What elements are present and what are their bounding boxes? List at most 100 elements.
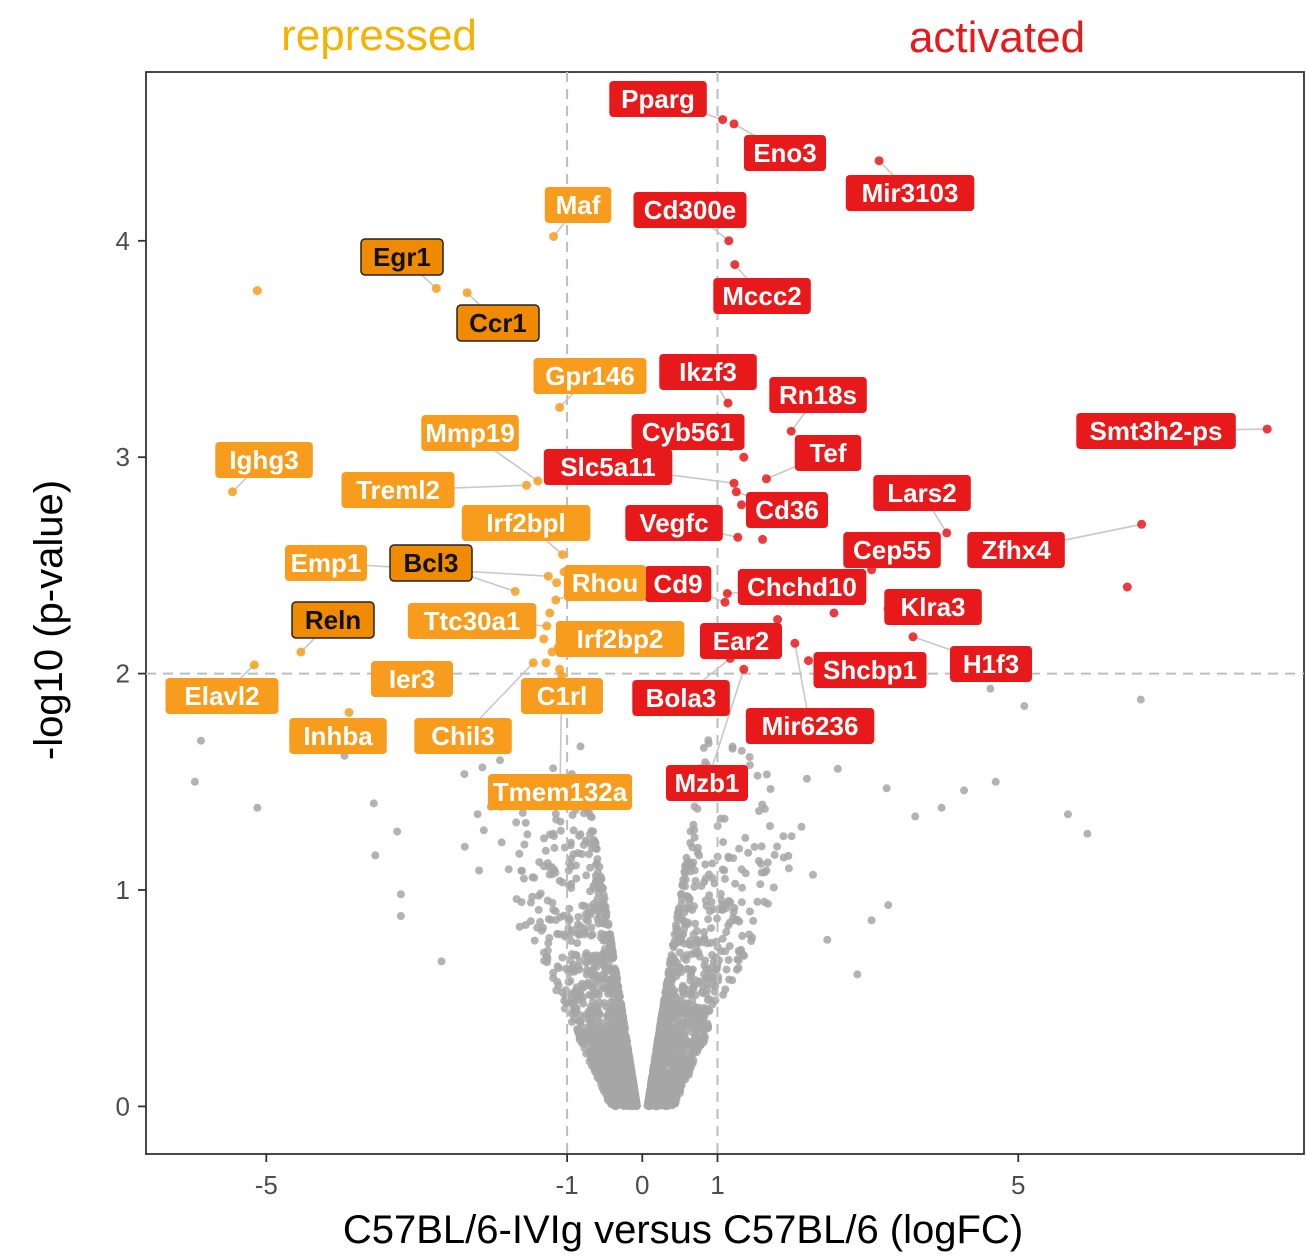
background-point	[600, 1024, 609, 1033]
background-point	[517, 866, 526, 875]
significant-point	[462, 288, 472, 298]
background-point	[608, 989, 617, 998]
background-point	[393, 827, 402, 836]
background-point	[833, 764, 842, 773]
background-point	[512, 818, 521, 827]
gene-label-ccr1: Ccr1	[456, 304, 540, 342]
gene-label-text: Ttc30a1	[424, 606, 521, 636]
background-point	[593, 1002, 602, 1011]
gene-label-box	[461, 505, 591, 541]
background-point	[669, 941, 678, 950]
gene-label-text: Rhou	[572, 568, 638, 598]
background-point	[558, 953, 567, 962]
background-point	[569, 850, 578, 859]
background-point	[369, 799, 378, 808]
background-point	[679, 988, 688, 997]
gene-label-box	[488, 774, 632, 810]
significant-point	[908, 632, 918, 642]
background-point	[693, 804, 702, 813]
background-point	[567, 936, 575, 945]
x-axis-title: C57BL/6-IVIg versus C57BL/6 (logFC)	[343, 1208, 1023, 1252]
background-point	[437, 957, 446, 966]
background-point	[585, 850, 593, 859]
gene-label-box	[421, 415, 519, 451]
significant-point	[758, 534, 768, 544]
background-point	[598, 897, 607, 906]
background-point	[721, 947, 730, 956]
background-point	[612, 981, 621, 990]
gene-label-box	[644, 566, 712, 602]
background-point	[681, 1018, 690, 1027]
gene-label-box	[746, 492, 828, 528]
background-point	[689, 930, 698, 939]
background-point	[190, 777, 199, 786]
y-tick-label: 1	[116, 875, 130, 905]
gene-label-irf2bp2: Irf2bp2	[555, 621, 685, 657]
background-point	[612, 1006, 621, 1015]
background-point	[667, 1047, 676, 1056]
background-point	[569, 960, 578, 969]
significant-point	[344, 708, 354, 717]
background-point	[600, 945, 609, 953]
gene-label-text: Irf2bp2	[577, 624, 664, 654]
background-point	[629, 1083, 638, 1092]
background-point	[694, 1033, 702, 1042]
gene-label-text: Reln	[305, 605, 361, 635]
background-point	[615, 1039, 624, 1048]
gene-label-box	[845, 175, 975, 211]
background-point	[701, 860, 710, 869]
background-point	[594, 906, 603, 915]
background-point	[572, 874, 581, 883]
gene-label-emp1: Emp1	[285, 545, 367, 581]
background-point	[548, 863, 556, 872]
background-point	[580, 1029, 589, 1038]
gene-label-text: Egr1	[373, 242, 431, 272]
background-point	[737, 898, 746, 907]
background-point	[600, 1085, 609, 1094]
background-point	[571, 950, 580, 959]
background-point	[690, 825, 699, 834]
background-point	[541, 846, 550, 855]
background-point	[534, 905, 543, 914]
gene-label-box	[543, 449, 673, 485]
significant-point	[533, 476, 543, 486]
significant-point	[1262, 424, 1272, 434]
background-point	[602, 1074, 611, 1083]
background-point	[682, 904, 690, 913]
background-point	[704, 915, 713, 924]
background-point	[766, 785, 775, 793]
background-point	[699, 743, 708, 752]
background-point	[615, 1030, 624, 1039]
background-point	[596, 912, 604, 921]
background-point	[757, 842, 766, 851]
background-point	[573, 920, 582, 929]
background-point	[560, 930, 568, 939]
background-point	[853, 970, 862, 979]
background-point	[460, 770, 469, 779]
gene-label-box	[609, 81, 707, 117]
background-point	[722, 928, 731, 936]
gene-label-treml2: Treml2	[341, 472, 455, 508]
background-point	[512, 895, 521, 904]
gene-label-smt3h2-ps: Smt3h2-ps	[1076, 413, 1236, 449]
y-tick-label: 0	[116, 1091, 130, 1121]
background-point	[724, 956, 733, 964]
background-point	[519, 874, 528, 883]
background-point	[784, 864, 793, 873]
gene-label-text: Slc5a11	[560, 452, 655, 482]
gene-label-ighg3: Ighg3	[215, 442, 313, 478]
background-point	[623, 1085, 632, 1094]
gene-label-box	[407, 603, 537, 639]
background-point	[586, 887, 595, 896]
x-tick-label: -1	[556, 1170, 579, 1200]
background-point	[689, 981, 698, 990]
background-point	[590, 1065, 599, 1074]
background-point	[552, 815, 561, 824]
background-point	[371, 851, 380, 860]
background-point	[588, 930, 597, 939]
background-point	[607, 967, 616, 976]
background-point	[543, 946, 552, 955]
gene-label-chil3: Chil3	[414, 718, 512, 754]
background-point	[713, 914, 721, 923]
background-point	[647, 1095, 656, 1104]
